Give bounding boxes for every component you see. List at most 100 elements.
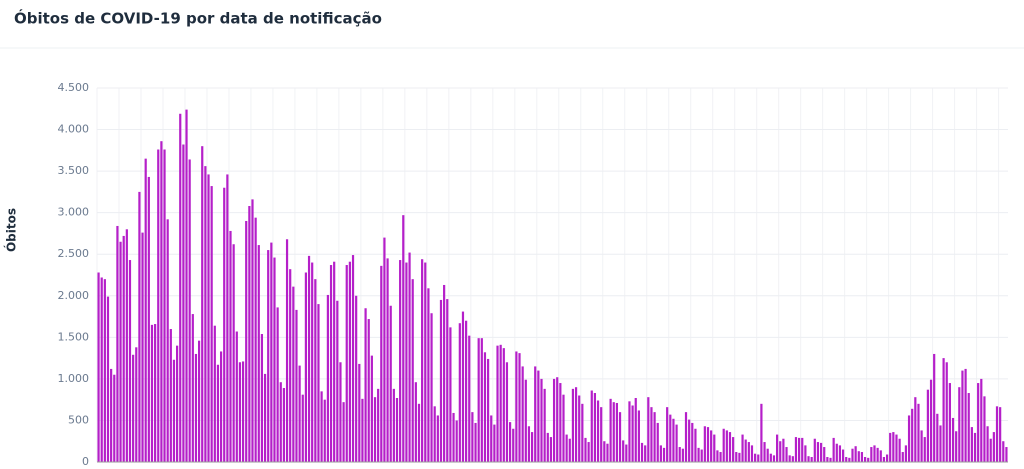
bar	[977, 383, 980, 462]
bar	[571, 388, 575, 462]
bar	[549, 437, 553, 462]
bar	[232, 244, 235, 462]
bar	[389, 305, 392, 462]
bar	[860, 452, 864, 462]
bar	[863, 457, 867, 462]
y-axis-label: Óbitos	[4, 208, 19, 252]
bar	[141, 232, 144, 462]
bar	[857, 451, 860, 462]
bar	[766, 448, 769, 462]
bar	[1005, 447, 1008, 462]
bar	[788, 455, 791, 462]
bar	[537, 370, 540, 462]
bar	[317, 304, 320, 462]
bar	[267, 250, 270, 462]
bar	[706, 427, 710, 462]
bar	[276, 307, 279, 462]
bar	[483, 352, 487, 462]
y-tick-label: 3.000	[58, 206, 90, 219]
bar	[794, 437, 798, 462]
bar	[929, 379, 933, 462]
bar	[402, 215, 405, 462]
bar	[289, 269, 292, 462]
bar	[659, 445, 662, 462]
bar	[449, 327, 452, 462]
bar	[625, 444, 628, 462]
bar	[1002, 441, 1005, 462]
bar	[694, 428, 697, 462]
y-tick-label: 2.000	[58, 289, 90, 302]
bar	[339, 362, 342, 462]
bar	[414, 382, 417, 462]
bar	[295, 309, 298, 462]
bar	[738, 452, 741, 462]
bar	[263, 373, 267, 462]
bar	[728, 432, 732, 462]
bar	[194, 353, 198, 462]
bar	[160, 141, 163, 463]
y-tick-label: 1.000	[58, 372, 90, 385]
y-tick-label: 2.500	[58, 247, 90, 260]
bar	[700, 449, 703, 462]
bar	[373, 397, 377, 462]
bar	[490, 415, 493, 462]
bar	[722, 428, 725, 462]
bar	[791, 456, 794, 462]
bar	[917, 403, 920, 462]
bar	[669, 414, 672, 462]
bar	[207, 174, 210, 463]
bar	[584, 437, 587, 462]
bar	[518, 353, 521, 462]
bar	[936, 413, 939, 462]
bar	[926, 389, 929, 462]
bar	[801, 437, 804, 462]
bar	[870, 447, 873, 462]
bar	[119, 241, 122, 462]
bar	[578, 395, 581, 462]
bar	[819, 442, 823, 462]
bar	[439, 299, 443, 462]
bar	[675, 424, 678, 462]
bar	[672, 418, 675, 462]
bar	[424, 262, 427, 462]
bar	[848, 457, 851, 462]
bar	[581, 403, 584, 462]
bar	[223, 187, 226, 462]
bar	[323, 399, 326, 462]
bar	[392, 388, 395, 462]
bar	[744, 439, 747, 462]
bar	[735, 452, 738, 462]
bar	[829, 457, 832, 462]
bar	[138, 191, 141, 462]
bar	[691, 422, 694, 462]
bar	[980, 378, 983, 462]
bar	[301, 394, 304, 462]
bar	[640, 442, 644, 462]
bar	[144, 158, 147, 462]
bar	[556, 377, 559, 462]
bar	[197, 340, 201, 462]
bar	[559, 383, 562, 462]
bar	[628, 401, 631, 462]
bar	[405, 262, 408, 462]
bar	[527, 426, 531, 462]
bar	[383, 237, 386, 462]
bar	[901, 452, 904, 462]
bar	[650, 407, 653, 462]
bar	[612, 402, 615, 462]
chart-title: Óbitos de COVID-19 por data de notificaç…	[14, 9, 382, 28]
bar	[725, 430, 728, 462]
bar	[995, 406, 999, 462]
bar	[446, 299, 449, 462]
bar	[515, 351, 518, 462]
bar	[999, 407, 1002, 462]
bar	[892, 432, 895, 462]
bar	[678, 447, 681, 462]
bar	[361, 398, 364, 462]
bar	[364, 308, 367, 462]
bar	[587, 442, 590, 462]
y-tick-label: 4.000	[58, 123, 90, 136]
bar	[443, 284, 446, 462]
bar	[213, 325, 216, 462]
bar	[961, 370, 964, 462]
